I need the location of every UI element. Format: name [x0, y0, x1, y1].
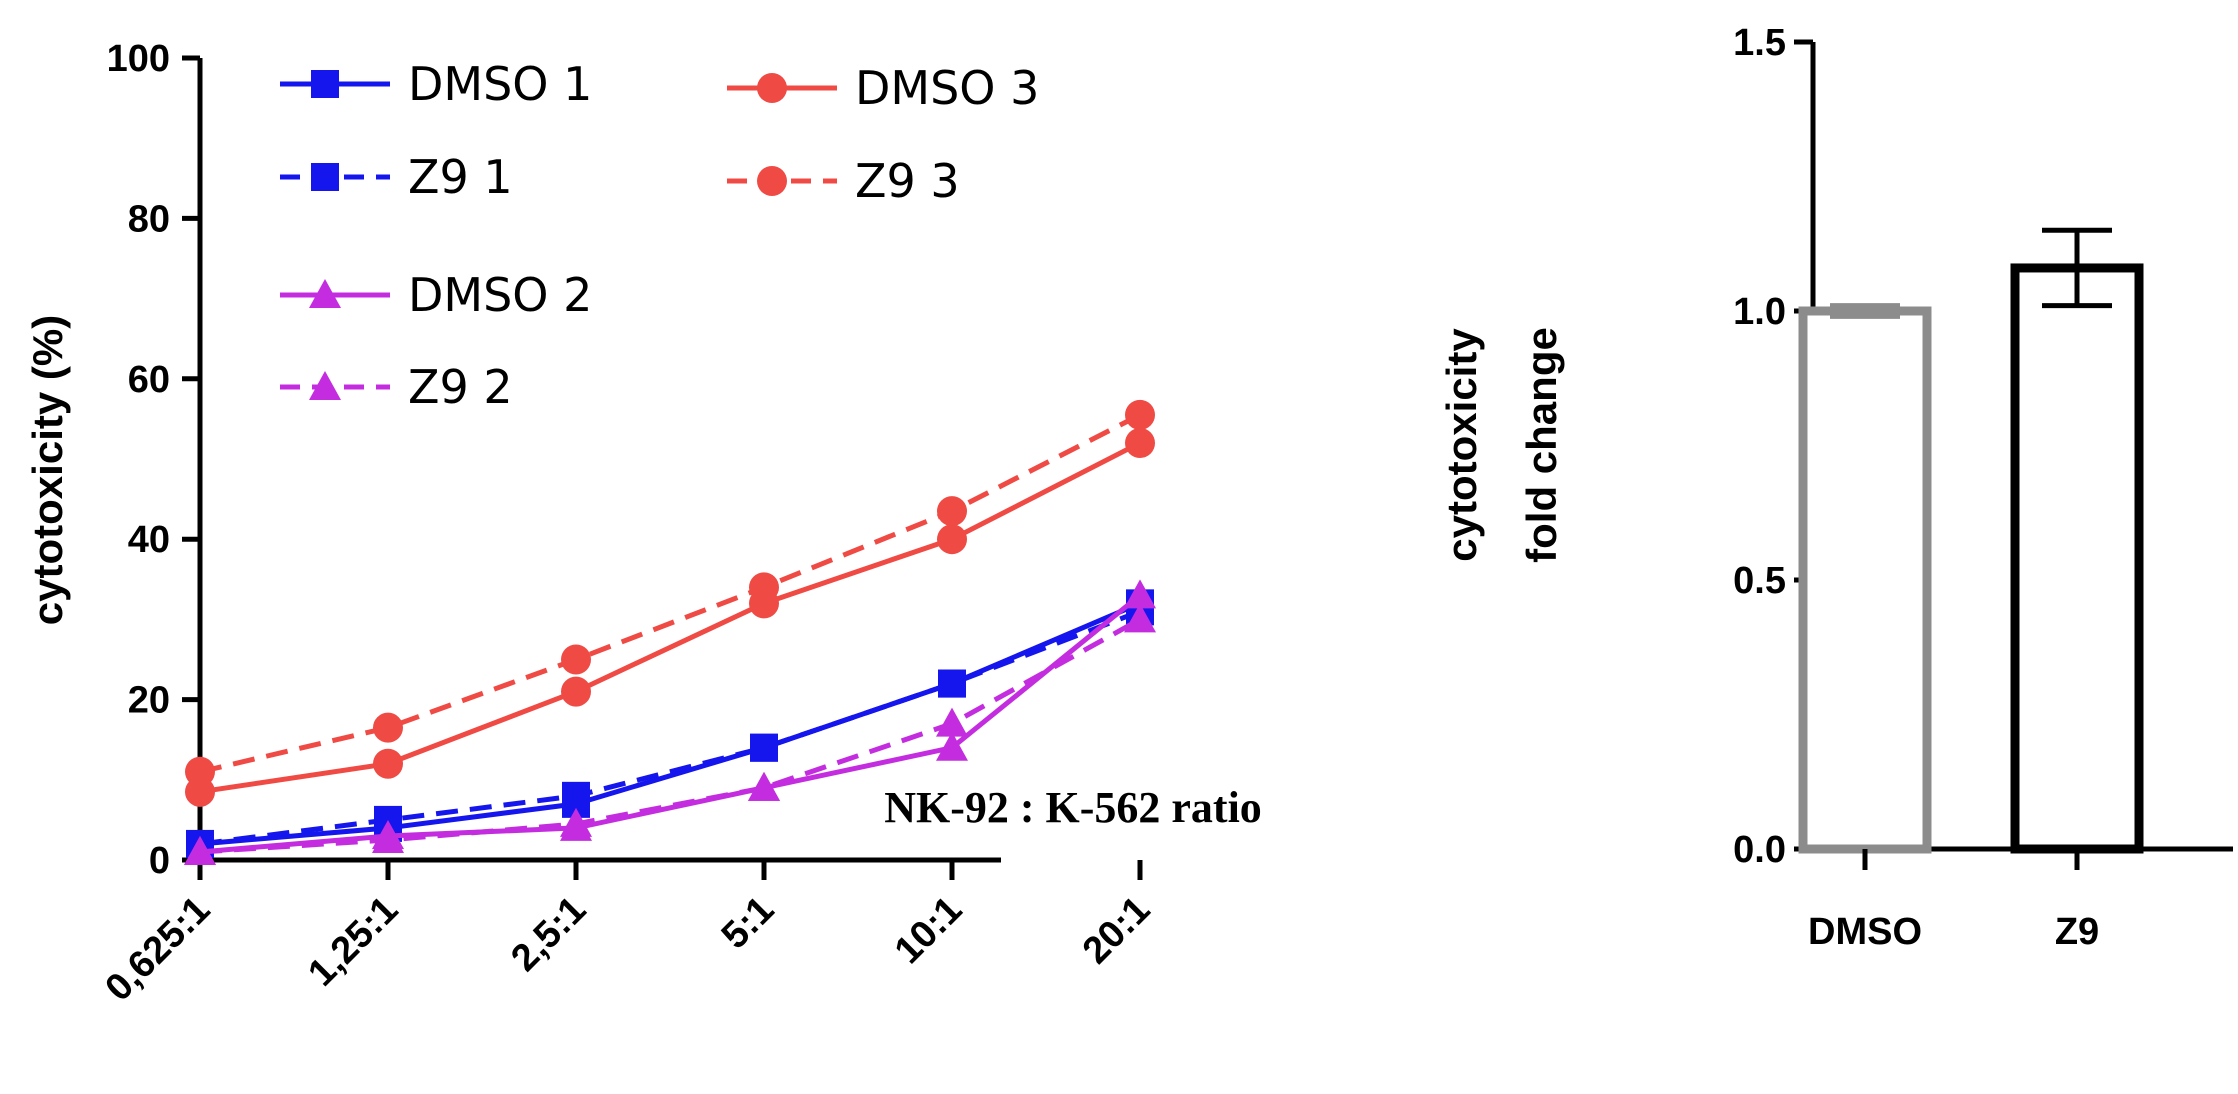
legend-label: Z9 1 — [408, 150, 513, 204]
series-line — [199, 593, 1142, 855]
x-tick-label: 1,25:1 — [300, 889, 406, 995]
legend-label: DMSO 3 — [855, 61, 1039, 115]
y-tick-label: 0.5 — [1733, 560, 1786, 602]
x-tick-label: 0,625:1 — [98, 889, 219, 1010]
bar — [2010, 263, 2144, 854]
bar — [1798, 306, 1932, 854]
y-tick-label: 80 — [128, 198, 170, 240]
y-tick-label: 0.0 — [1733, 829, 1786, 871]
legend-marker — [311, 163, 339, 191]
y-tick-label: 0 — [149, 840, 170, 882]
line-chart-legend: DMSO 1 Z9 1 DMSO 2 Z9 2 DMSO 3 Z9 3 — [280, 57, 1039, 414]
legend-item: DMSO 2 — [280, 268, 592, 322]
data-point — [1124, 603, 1156, 633]
data-point — [748, 771, 780, 801]
data-point — [1125, 399, 1155, 430]
series-z9-2 — [184, 603, 1156, 865]
data-point — [749, 572, 779, 603]
bar-dmso: DMSO — [1798, 303, 1932, 953]
data-point — [936, 731, 968, 761]
x-tick-label: 2,5:1 — [503, 889, 594, 980]
legend-marker — [309, 279, 341, 308]
bar-chart-bars: DMSO Z9 — [1798, 227, 2144, 953]
data-point — [937, 524, 967, 555]
x-tick-label: 10:1 — [887, 889, 970, 972]
series-dmso-3 — [185, 427, 1155, 807]
data-point — [561, 644, 591, 675]
legend-item: Z9 1 — [280, 150, 513, 204]
legend-label: Z9 3 — [855, 154, 960, 208]
line-chart: 0 20 40 60 80 100 0,625:1 1,25:1 2,5:1 5:1 10:1 20… — [24, 38, 1262, 1010]
x-tick-label: DMSO — [1808, 911, 1922, 953]
series-line — [199, 440, 1142, 795]
legend-marker — [309, 371, 341, 400]
y-tick-label: 40 — [128, 519, 170, 561]
legend-marker — [757, 73, 787, 103]
bar-chart: 0.0 0.5 1.0 1.5 cytotoxicity fold change DM… — [1438, 22, 2233, 953]
line-chart-y-label: cytotoxicity (%) — [24, 315, 71, 625]
legend-item: Z9 3 — [727, 154, 960, 208]
x-tick-label: 20:1 — [1075, 889, 1158, 972]
data-point — [938, 669, 966, 698]
legend-item: DMSO 3 — [727, 61, 1039, 115]
data-point — [561, 676, 591, 707]
y-tick-label: 100 — [107, 38, 170, 80]
legend-label: DMSO 2 — [408, 268, 592, 322]
data-point — [373, 712, 403, 743]
series-line — [199, 617, 1142, 855]
legend-marker — [311, 70, 339, 98]
data-point — [562, 781, 590, 810]
series-line — [199, 601, 1141, 847]
legend-label: Z9 2 — [408, 360, 513, 414]
data-point — [937, 496, 967, 527]
data-point — [750, 733, 778, 762]
ratio-annotation: NK-92 : K-562 ratio — [884, 783, 1262, 832]
y-tick-label: 1.0 — [1733, 291, 1786, 333]
series-line — [199, 609, 1141, 847]
y-tick-label: 20 — [128, 680, 170, 722]
data-point — [1124, 579, 1156, 609]
x-tick-label: 5:1 — [714, 889, 783, 958]
x-tick-label: Z9 — [2055, 911, 2099, 953]
data-point — [184, 835, 216, 865]
data-point — [936, 707, 968, 737]
legend-label: DMSO 1 — [408, 57, 592, 111]
y-tick-label: 60 — [128, 359, 170, 401]
series-z9-3 — [185, 399, 1155, 787]
data-point — [1125, 427, 1155, 458]
data-point — [185, 756, 215, 787]
data-point — [372, 823, 404, 853]
legend-item: DMSO 1 — [280, 57, 592, 111]
series-line — [199, 412, 1142, 775]
bar-chart-y-label-line1: cytotoxicity — [1438, 328, 1485, 562]
line-chart-x-ticks: 0,625:1 1,25:1 2,5:1 5:1 10:1 20:1 — [98, 860, 1158, 1010]
line-chart-series — [184, 399, 1156, 865]
legend-marker — [757, 166, 787, 196]
legend-item: Z9 2 — [280, 360, 513, 414]
line-chart-y-ticks: 0 20 40 60 80 100 — [107, 38, 200, 882]
data-point — [373, 748, 403, 779]
bar-chart-y-ticks: 0.0 0.5 1.0 1.5 — [1733, 22, 1813, 871]
y-tick-label: 1.5 — [1733, 22, 1786, 64]
data-point — [560, 807, 592, 837]
bar-z9: Z9 — [2010, 227, 2144, 953]
bar-chart-y-label-line2: fold change — [1518, 327, 1565, 563]
